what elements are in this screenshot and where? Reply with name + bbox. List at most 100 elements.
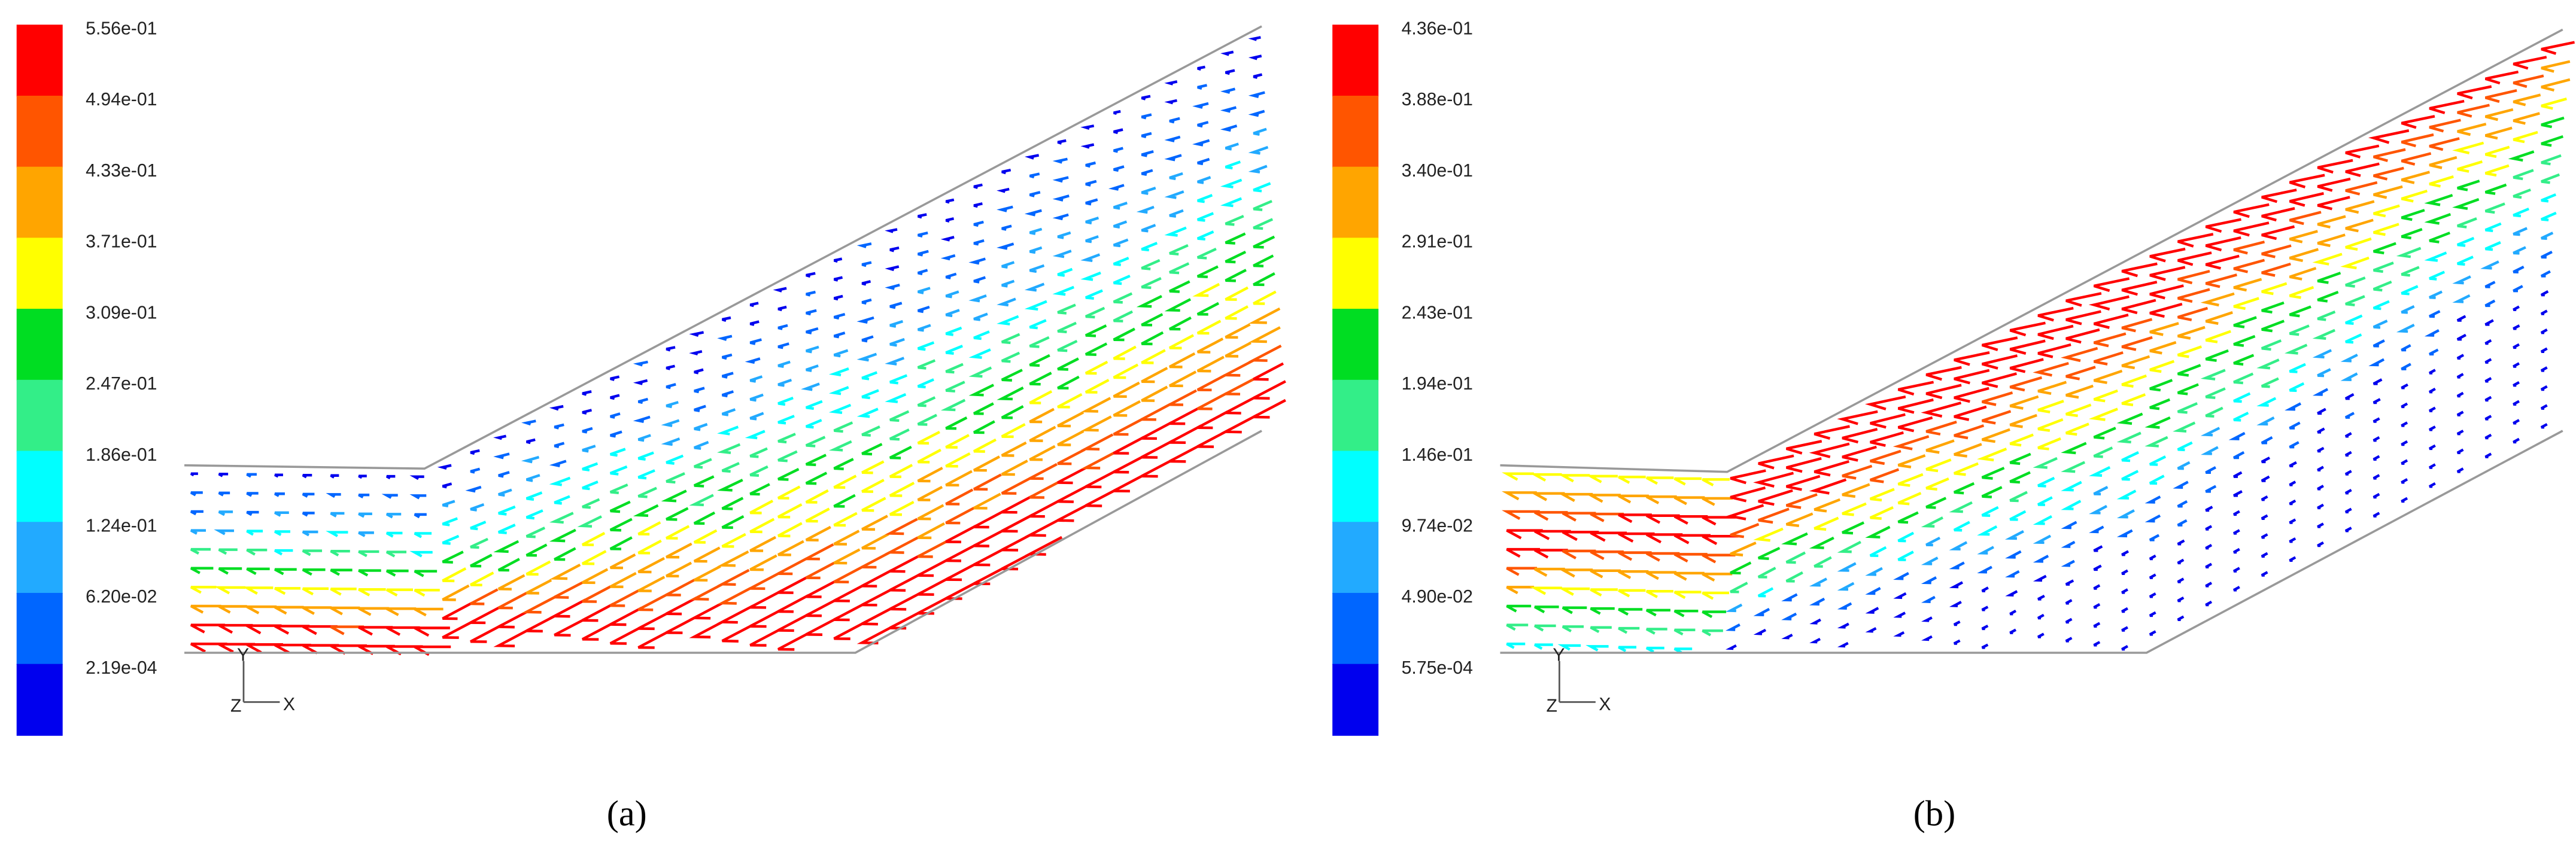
vector-arrow bbox=[945, 416, 968, 430]
vector-arrow bbox=[1001, 333, 1020, 345]
vector-arrow bbox=[582, 531, 606, 546]
vector-arrow bbox=[386, 569, 409, 577]
vector-arrow bbox=[889, 428, 910, 441]
vector-arrow bbox=[2424, 213, 2452, 225]
vector-arrow bbox=[1954, 424, 1985, 440]
vector-arrow bbox=[777, 360, 791, 368]
vector-arrow bbox=[2317, 196, 2350, 211]
vector-arrow bbox=[1029, 264, 1045, 273]
vector-arrow bbox=[694, 458, 712, 469]
vector-arrow bbox=[2144, 514, 2161, 523]
vector-arrow bbox=[190, 472, 198, 477]
vector-arrow bbox=[1253, 398, 1286, 419]
vector-arrow bbox=[1753, 527, 1784, 542]
vector-arrow bbox=[2061, 559, 2075, 567]
colorbar-band bbox=[16, 664, 63, 736]
vector-arrow bbox=[1646, 608, 1670, 617]
vector-arrow bbox=[1192, 282, 1220, 297]
vector-arrow bbox=[833, 530, 860, 546]
vector-arrow bbox=[1925, 421, 1957, 436]
vector-arrow bbox=[717, 425, 739, 436]
vector-arrow bbox=[973, 492, 1001, 510]
vector-arrow bbox=[190, 547, 211, 555]
vector-arrow bbox=[525, 527, 546, 538]
vector-arrow bbox=[2205, 254, 2240, 270]
vector-arrow bbox=[2233, 451, 2245, 460]
colorbar-label: 5.75e-04 bbox=[1402, 658, 1473, 678]
vector-arrow bbox=[2312, 328, 2336, 340]
vector-arrow bbox=[2261, 262, 2291, 277]
vector-arrow bbox=[521, 595, 557, 614]
vector-arrow bbox=[917, 430, 940, 445]
vector-arrow bbox=[633, 415, 651, 424]
vector-arrow bbox=[1673, 571, 1705, 581]
vector-arrow bbox=[498, 505, 516, 516]
vector-arrow bbox=[326, 493, 341, 498]
colorbar-label: 2.19e-04 bbox=[86, 658, 157, 678]
vector-arrow bbox=[358, 550, 379, 558]
vector-arrow bbox=[2177, 558, 2185, 565]
vector-arrow bbox=[945, 326, 962, 336]
vector-arrow bbox=[1702, 610, 1727, 619]
vector-arrow bbox=[2456, 467, 2464, 473]
vector-arrow bbox=[2345, 144, 2380, 159]
vector-arrow bbox=[2373, 280, 2392, 292]
vector-arrow bbox=[2037, 418, 2064, 432]
vector-arrow bbox=[2233, 392, 2251, 403]
vector-arrow bbox=[885, 265, 900, 272]
vector-arrow bbox=[1001, 369, 1023, 382]
vector-arrow bbox=[554, 547, 576, 561]
vector-arrow bbox=[940, 254, 956, 261]
vector-arrow bbox=[1253, 218, 1274, 230]
vector-arrow bbox=[1925, 366, 1962, 381]
vector-arrow bbox=[1169, 209, 1184, 218]
vector-arrow bbox=[1057, 483, 1090, 503]
vector-arrow bbox=[358, 626, 393, 636]
vector-arrow bbox=[2429, 310, 2441, 318]
vector-arrow bbox=[1534, 643, 1553, 650]
vector-arrow bbox=[861, 335, 874, 343]
vector-arrow bbox=[1921, 595, 1936, 603]
vector-arrow bbox=[749, 483, 770, 496]
vector-arrow bbox=[2205, 406, 2223, 418]
vector-arrow bbox=[2289, 174, 2325, 188]
vector-arrow bbox=[2401, 152, 2432, 166]
vector-arrow bbox=[749, 412, 764, 421]
vector-arrow bbox=[302, 568, 326, 576]
vector-arrow bbox=[1029, 407, 1055, 424]
vector-arrow bbox=[1025, 154, 1040, 160]
vector-arrow bbox=[2289, 305, 2311, 318]
vector-arrow bbox=[2484, 299, 2496, 308]
vector-arrow bbox=[330, 549, 350, 556]
vector-arrow bbox=[2456, 410, 2464, 416]
vector-arrow bbox=[833, 294, 843, 301]
vector-arrow bbox=[2373, 474, 2380, 480]
vector-arrow bbox=[1169, 172, 1183, 181]
vector-arrow bbox=[1057, 502, 1090, 522]
vector-arrow bbox=[2541, 251, 2553, 259]
vector-arrow bbox=[442, 517, 458, 527]
vector-arrow bbox=[1842, 428, 1878, 444]
vector-arrow bbox=[1169, 443, 1202, 463]
vector-arrow bbox=[2233, 203, 2270, 218]
vector-arrow bbox=[773, 287, 787, 293]
vector-arrow bbox=[997, 242, 1014, 250]
vector-arrow bbox=[2480, 260, 2499, 270]
vector-arrow bbox=[694, 475, 715, 488]
vector-arrow bbox=[2429, 406, 2436, 412]
vector-arrow bbox=[1057, 375, 1080, 390]
vector-arrow bbox=[1870, 413, 1906, 429]
vector-arrow bbox=[1029, 319, 1047, 330]
vector-arrow bbox=[1113, 418, 1144, 436]
vector-arrow bbox=[2513, 130, 2538, 144]
vector-arrow bbox=[1897, 473, 1924, 487]
vector-arrow bbox=[806, 327, 819, 334]
vector-arrow bbox=[745, 357, 761, 364]
vector-arrow bbox=[549, 476, 571, 486]
vector-arrow bbox=[2033, 361, 2069, 377]
vector-arrow bbox=[1702, 573, 1733, 582]
vector-arrow bbox=[1029, 445, 1056, 461]
vector-arrow bbox=[1080, 253, 1101, 263]
vector-arrow bbox=[2289, 286, 2314, 299]
